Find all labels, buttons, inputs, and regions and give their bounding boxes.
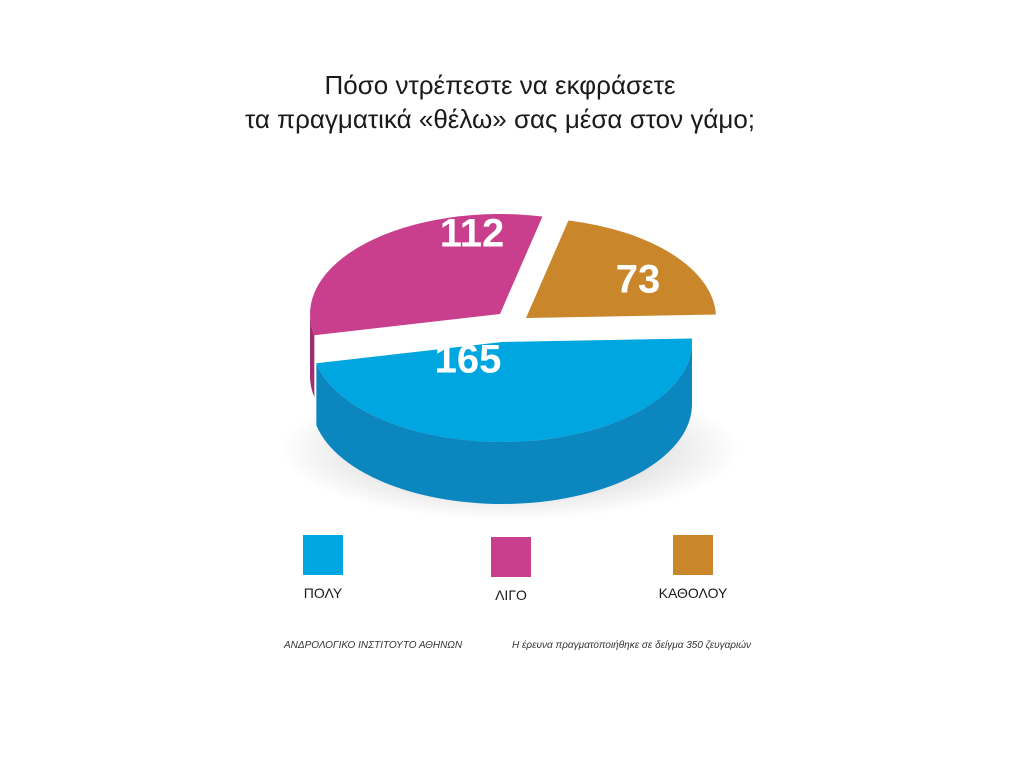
slice-ligo (310, 214, 543, 336)
chart-title-line-2: τα πραγματικά «θέλω» σας μέσα στον γάμο; (244, 104, 756, 134)
legend-label-ligo: ΛΙΓΟ (495, 587, 527, 603)
slice-polu (316, 338, 693, 443)
slice-label-ligo: 112 (440, 212, 505, 256)
slice-ligo-side (310, 314, 315, 398)
footer-note: Η έρευνα πραγματοποιήθηκε σε δείγμα 350 … (512, 640, 752, 651)
slice-polu-side (316, 342, 692, 504)
legend-swatch-polu (303, 535, 343, 575)
slice-label-katholou: 73 (616, 258, 661, 302)
chart-title-line-1: Πόσο ντρέπεστε να εκφράσετε (324, 70, 676, 100)
legend-swatch-ligo (491, 537, 531, 577)
slice-katholou (526, 220, 716, 318)
footer-source: ΑΝΔΡΟΛΟΓΙΚΟ ΙΝΣΤΙΤΟΥΤΟ ΑΘΗΝΩΝ (284, 640, 463, 651)
chart-title: Πόσο ντρέπεστε να εκφράσετε τα πραγματικ… (0, 68, 1000, 136)
legend-label-katholou: ΚΑΘΟΛΟΥ (658, 585, 728, 601)
slice-label-polu: 165 (435, 338, 502, 382)
legend-swatch-katholou (673, 535, 713, 575)
legend-label-polu: ΠΟΛΥ (303, 585, 343, 601)
